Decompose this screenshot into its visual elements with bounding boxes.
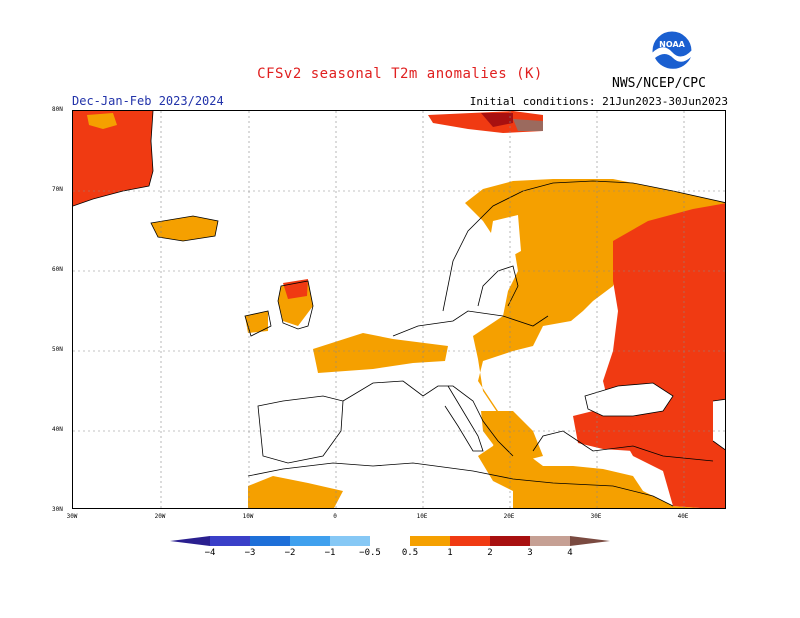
lon-label-20e: 20E bbox=[503, 513, 515, 520]
anomaly-russia bbox=[603, 203, 725, 508]
anomaly-turkey bbox=[573, 411, 648, 451]
colorbar-tick: 1 bbox=[447, 548, 453, 558]
colorbar-bin bbox=[250, 536, 290, 546]
colorbar-tick: 2 bbox=[487, 548, 493, 558]
initial-conditions-label: Initial conditions: 21Jun2023-30Jun2023 bbox=[469, 95, 728, 108]
colorbar-bin bbox=[490, 536, 530, 546]
anomaly-svalbard bbox=[428, 111, 543, 133]
lat-label-30n: 30N bbox=[52, 506, 63, 513]
lon-label-10w: 10W bbox=[242, 513, 254, 520]
colorbar-tick: 0.5 bbox=[401, 548, 419, 558]
lon-label-0: 0 bbox=[333, 513, 337, 520]
lat-label-60n: 60N bbox=[52, 266, 63, 273]
lon-label-40e: 40E bbox=[677, 513, 689, 520]
lon-label-30e: 30E bbox=[590, 513, 602, 520]
colorbar-tick: −0.5 bbox=[359, 548, 381, 558]
lat-label-80n: 80N bbox=[52, 106, 63, 113]
anomaly-eastern-europe bbox=[465, 179, 725, 508]
lat-label-70n: 70N bbox=[52, 186, 63, 193]
colorbar-bin bbox=[410, 536, 450, 546]
colorbar bbox=[170, 533, 630, 553]
lon-label-20w: 20W bbox=[154, 513, 166, 520]
colorbar-low-arrow bbox=[170, 536, 210, 546]
anomaly-balkans bbox=[481, 411, 543, 461]
colorbar-bin bbox=[290, 536, 330, 546]
colorbar-bin bbox=[370, 536, 410, 546]
colorbar-bin bbox=[530, 536, 570, 546]
lat-label-40n: 40N bbox=[52, 426, 63, 433]
anomaly-north-africa bbox=[513, 486, 653, 508]
colorbar-tick: −3 bbox=[244, 548, 256, 558]
colorbar-tick: −2 bbox=[284, 548, 296, 558]
anomaly-map bbox=[72, 110, 726, 509]
anomaly-greenland-orange bbox=[87, 113, 117, 129]
lat-label-50n: 50N bbox=[52, 346, 63, 353]
colorbar-tick: 4 bbox=[567, 548, 573, 558]
colorbar-high-arrow bbox=[570, 536, 610, 546]
anomaly-morocco bbox=[248, 476, 343, 508]
coastlines bbox=[73, 111, 725, 507]
lat-lon-grid bbox=[73, 111, 725, 508]
anomaly-fields bbox=[73, 111, 725, 508]
map-title: CFSv2 seasonal T2m anomalies (K) bbox=[257, 66, 543, 82]
anomaly-iceland bbox=[151, 216, 218, 241]
colorbar-bin bbox=[330, 536, 370, 546]
colorbar-tick: −4 bbox=[204, 548, 216, 558]
noaa-logo: NOAA bbox=[651, 30, 693, 73]
colorbar-tick: −1 bbox=[324, 548, 336, 558]
colorbar-bin bbox=[210, 536, 250, 546]
black-sea bbox=[585, 383, 673, 416]
colorbar-bin bbox=[450, 536, 490, 546]
colorbar-tick: 3 bbox=[527, 548, 533, 558]
anomaly-france bbox=[313, 333, 448, 373]
agency-label: NWS/NCEP/CPC bbox=[612, 76, 706, 91]
logo-text: NOAA bbox=[659, 40, 685, 49]
lon-label-10e: 10E bbox=[416, 513, 428, 520]
lon-label-30w: 30W bbox=[66, 513, 78, 520]
anomaly-greenland bbox=[73, 111, 153, 206]
season-label: Dec-Jan-Feb 2023/2024 bbox=[72, 94, 224, 108]
